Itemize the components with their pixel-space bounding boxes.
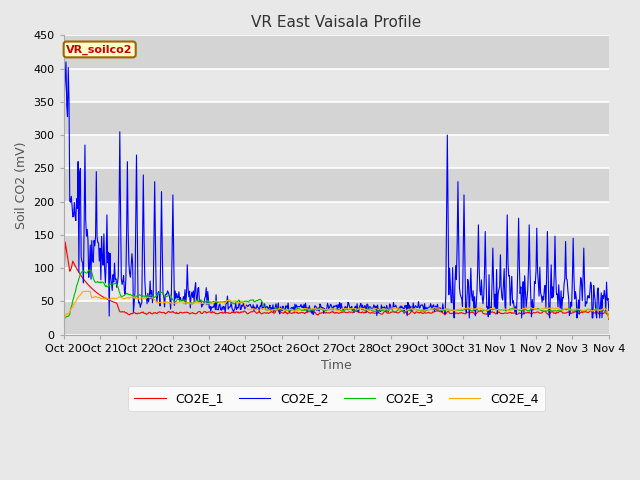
Line: CO2E_2: CO2E_2 [64,62,609,318]
Bar [64,168,609,202]
CO2E_3 [127,291,134,297]
Bar [64,235,609,268]
CO2E_2 [451,315,458,321]
Bar [64,69,609,102]
CO2E_4 [605,315,612,321]
CO2E_3 [70,295,77,301]
CO2E_3 [182,299,189,304]
CO2E_3 [211,299,218,305]
CO2E_3 [403,308,411,313]
Legend: CO2E_1, CO2E_2, CO2E_3, CO2E_4: CO2E_1, CO2E_2, CO2E_3, CO2E_4 [128,386,545,411]
CO2E_4 [79,288,87,294]
Bar [64,102,609,135]
CO2E_4 [419,307,427,313]
Bar [64,268,609,301]
CO2E_3 [85,267,93,273]
Title: VR East Vaisala Profile: VR East Vaisala Profile [251,15,421,30]
CO2E_1 [182,310,189,315]
CO2E_2 [62,59,70,65]
X-axis label: Time: Time [321,359,351,372]
CO2E_1 [403,312,411,317]
CO2E_4 [127,294,134,300]
CO2E_4 [60,315,68,321]
CO2E_2 [127,274,134,280]
CO2E_3 [419,308,427,314]
CO2E_1 [127,311,134,317]
CO2E_1 [211,310,218,315]
CO2E_4 [70,302,77,308]
Line: CO2E_3: CO2E_3 [64,270,609,318]
Y-axis label: Soil CO2 (mV): Soil CO2 (mV) [15,141,28,229]
CO2E_3 [605,315,612,321]
CO2E_1 [419,311,427,316]
CO2E_3 [60,315,68,321]
Text: VR_soilco2: VR_soilco2 [67,44,133,55]
CO2E_1 [70,261,78,267]
CO2E_4 [211,299,218,305]
CO2E_2 [419,303,427,309]
CO2E_2 [605,308,612,313]
CO2E_1 [60,283,68,289]
Line: CO2E_4: CO2E_4 [64,291,609,318]
Bar [64,301,609,335]
CO2E_2 [211,299,218,304]
Line: CO2E_1: CO2E_1 [64,242,609,319]
CO2E_2 [70,200,78,205]
CO2E_2 [403,313,411,319]
Bar [64,135,609,168]
CO2E_1 [61,239,69,245]
CO2E_1 [605,316,612,322]
Bar [64,202,609,235]
CO2E_4 [182,300,189,306]
CO2E_4 [403,308,411,313]
CO2E_2 [182,301,189,307]
Bar [64,36,609,69]
CO2E_2 [60,102,68,108]
